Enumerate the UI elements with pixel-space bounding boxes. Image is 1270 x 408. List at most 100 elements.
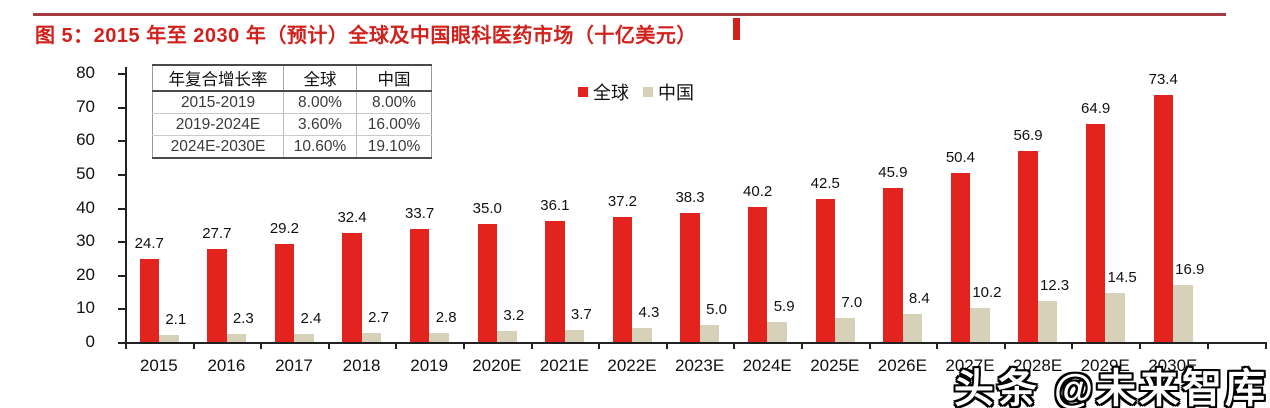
bar-value-label-china: 5.9 [773, 298, 795, 316]
bar-china [699, 325, 720, 342]
bar-global [747, 206, 768, 342]
y-axis-tick [118, 140, 125, 143]
cagr-row: 2015-2019 8.00% 8.00% [152, 91, 432, 114]
x-axis-label: 2023E [675, 356, 725, 375]
y-axis-tick [118, 207, 125, 210]
bar-value-label-china: 5.0 [706, 301, 727, 319]
bar-value-label-global: 33.7 [405, 204, 435, 222]
bar-china [294, 333, 314, 342]
y-axis-label: 50 [76, 163, 95, 183]
bar-value-label-global: 37.2 [607, 192, 638, 210]
bar-value-label-global: 50.4 [945, 148, 976, 166]
bar-china [1173, 285, 1193, 342]
x-axis-tick [1003, 344, 1006, 349]
x-axis-tick [801, 344, 803, 349]
bar-global [545, 220, 565, 342]
bar-value-label-china: 2.7 [368, 308, 389, 326]
bar-global [207, 248, 227, 342]
bar-value-label-global: 56.9 [1013, 126, 1043, 144]
y-axis-tick [118, 308, 125, 311]
y-axis-label: 10 [76, 298, 95, 318]
cagr-cell: 2019-2024E [152, 113, 284, 136]
bar-value-label-china: 2.3 [232, 310, 254, 328]
x-axis-label: 2027E [945, 356, 995, 375]
x-axis-label: 2029E [1080, 356, 1130, 375]
y-axis-tick [118, 274, 125, 277]
y-axis-tick [118, 241, 125, 244]
x-axis-label: 2017 [275, 356, 313, 375]
cagr-cell: 19.10% [356, 135, 432, 158]
legend-item-china: 中国 [643, 79, 694, 105]
cagr-cell: 2015-2019 [152, 91, 284, 114]
bar-global [1085, 123, 1106, 342]
bar-value-label-global: 64.9 [1081, 99, 1111, 117]
bar-value-label-china: 3.2 [503, 307, 525, 325]
bar-china [429, 332, 449, 342]
bar-china [564, 329, 585, 342]
cagr-table: 年复合增长率 全球 中国 2015-2019 8.00% 8.00% 2019-2024E 3… [152, 64, 432, 159]
x-axis-label: 2015 [139, 356, 178, 375]
x-axis-tick [530, 344, 533, 349]
x-axis-tick [327, 344, 330, 349]
x-axis-tick [868, 344, 871, 349]
x-axis-label: 2026E [877, 356, 927, 375]
cagr-cell: 8.00% [356, 91, 432, 114]
x-axis-tick [936, 344, 939, 349]
cagr-header-cell: 全球 [283, 65, 357, 92]
bar-value-label-global: 36.1 [540, 196, 570, 214]
bar-china [361, 332, 382, 342]
bar-global [409, 228, 430, 342]
x-axis-tick [1139, 344, 1141, 349]
y-axis-tick [118, 173, 125, 176]
bar-value-label-china: 2.1 [165, 310, 187, 328]
x-axis-label: 2024E [742, 356, 792, 375]
bar-china [1037, 300, 1058, 342]
bar-global [1153, 95, 1173, 342]
cagr-cell: 3.60% [283, 113, 357, 136]
cagr-row: 2024E-2030E 10.60% 19.10% [153, 135, 432, 158]
bar-value-label-global: 40.2 [743, 182, 773, 200]
bar-china [159, 334, 179, 342]
bar-china [902, 313, 923, 342]
x-axis-tick [192, 344, 195, 349]
x-axis-tick [125, 344, 127, 349]
bar-value-label-global: 73.4 [1148, 71, 1178, 89]
legend-label: 中国 [658, 83, 694, 103]
x-axis-tick [598, 344, 601, 349]
x-axis-label: 2020E [472, 356, 522, 375]
x-axis-tick [395, 344, 398, 349]
x-axis-label: 2028E [1013, 356, 1063, 375]
bar-china [767, 322, 787, 342]
x-axis-tick [260, 344, 263, 349]
bar-value-label-china: 7.0 [841, 294, 863, 312]
y-axis-label: 30 [76, 231, 95, 251]
bar-value-label-global: 27.7 [202, 224, 232, 242]
cagr-cell: 8.00% [283, 91, 357, 114]
cagr-cell: 16.00% [356, 113, 432, 136]
bar-value-label-china: 2.8 [435, 308, 457, 326]
x-axis-tick [463, 344, 465, 349]
bar-global [139, 258, 159, 342]
x-axis-label: 2025E [810, 356, 860, 375]
x-axis-tick [1265, 344, 1267, 349]
y-axis-tick [118, 342, 125, 344]
bar-china [1105, 293, 1125, 342]
bar-value-label-china: 12.3 [1039, 276, 1070, 294]
legend-swatch [578, 87, 588, 97]
bar-value-label-global: 24.7 [134, 234, 164, 252]
y-axis-line [125, 67, 127, 344]
y-axis-tick [118, 73, 125, 75]
bar-value-label-china: 3.7 [570, 305, 592, 323]
x-axis-tick [1071, 344, 1074, 349]
y-axis-label: 70 [76, 96, 95, 116]
bar-china [497, 331, 517, 342]
y-axis-tick [118, 106, 125, 109]
bar-china [970, 307, 990, 342]
x-axis-line [125, 342, 1267, 344]
x-axis-tick [665, 344, 668, 349]
x-axis-tick [1206, 344, 1209, 349]
title-end-red-mark [733, 18, 740, 40]
y-axis-label: 60 [76, 130, 95, 150]
bar-global [274, 243, 295, 342]
